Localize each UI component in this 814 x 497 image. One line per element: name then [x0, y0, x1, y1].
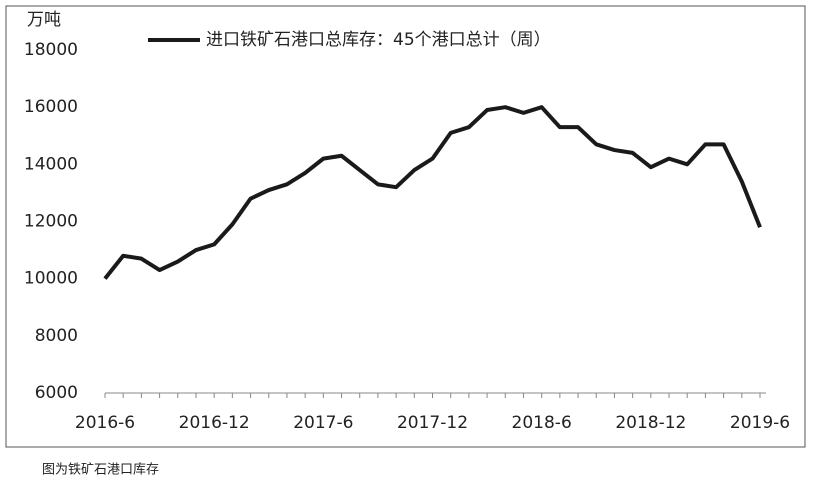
y-tick-label: 18000 [24, 40, 78, 60]
y-tick-label: 6000 [35, 383, 78, 403]
x-tick-label: 2017-12 [397, 413, 468, 433]
x-tick-label: 2018-6 [512, 413, 572, 433]
y-tick-label: 16000 [24, 97, 78, 117]
x-tick-label: 2018-12 [615, 413, 686, 433]
y-tick-label: 14000 [24, 154, 78, 174]
caption: 图为铁矿石港口库存 [42, 462, 159, 478]
x-tick-label: 2017-6 [293, 413, 353, 433]
unit-label: 万吨 [27, 10, 61, 30]
frame [5, 5, 806, 448]
y-tick-label: 12000 [24, 212, 78, 232]
legend-label: 进口铁矿石港口总库存：45个港口总计（周） [206, 30, 551, 50]
y-tick-label: 10000 [24, 269, 78, 289]
x-tick-label: 2016-6 [75, 413, 135, 433]
data-line [103, 105, 762, 280]
x-tick-label: 2019-6 [730, 413, 790, 433]
y-tick-label: 8000 [35, 326, 78, 346]
x-tick-label: 2016-12 [179, 413, 250, 433]
